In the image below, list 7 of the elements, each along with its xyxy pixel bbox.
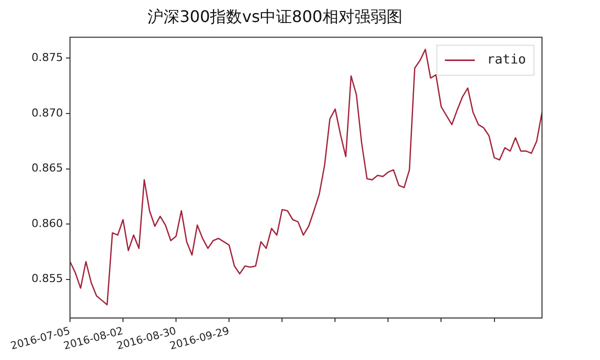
chart-title: 沪深300指数vs中证800相对强弱图 bbox=[148, 6, 402, 26]
y-tick-label: 0.875 bbox=[32, 51, 63, 64]
y-tick-label: 0.860 bbox=[32, 216, 63, 230]
y-tick-label: 0.855 bbox=[32, 272, 63, 286]
legend-label: ratio bbox=[486, 52, 526, 68]
y-tick-label: 0.870 bbox=[32, 106, 63, 120]
y-tick-label: 0.865 bbox=[32, 162, 63, 175]
